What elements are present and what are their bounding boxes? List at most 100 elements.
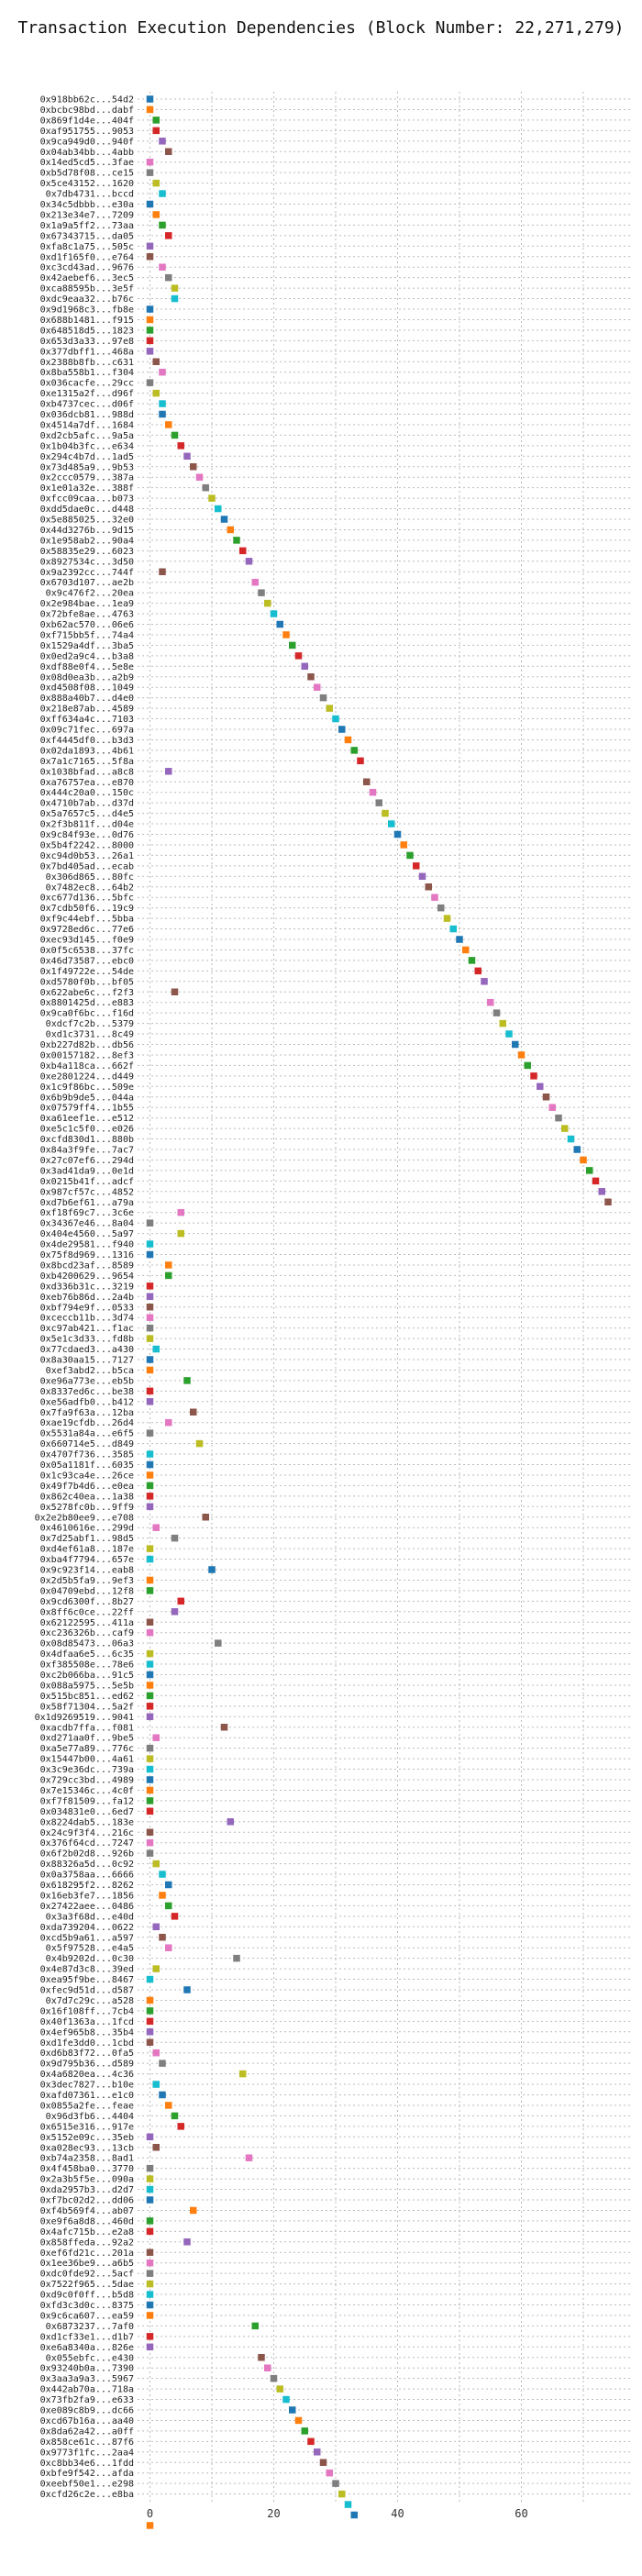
data-point bbox=[289, 641, 296, 650]
data-point bbox=[146, 1692, 154, 1700]
transaction-label: 0x16eb3fe7...1856 bbox=[40, 1891, 134, 1901]
transaction-label: 0x4b9202d...0c30 bbox=[46, 1954, 134, 1964]
transaction-label: 0xeb76b86d...2a4b bbox=[40, 1293, 134, 1303]
data-point bbox=[555, 1114, 562, 1122]
transaction-label: 0xe56adfb0...b412 bbox=[40, 1397, 134, 1407]
data-point bbox=[146, 1765, 154, 1773]
x-tick-label: 0 bbox=[147, 2507, 153, 2520]
data-point bbox=[443, 915, 451, 922]
data-point bbox=[264, 599, 271, 607]
transaction-label: 0x7482ec8...64b2 bbox=[46, 883, 134, 893]
data-point bbox=[146, 253, 154, 261]
transaction-label: 0xb5d78f08...ce15 bbox=[40, 169, 134, 179]
data-point bbox=[332, 2480, 339, 2487]
data-point bbox=[146, 2301, 154, 2309]
data-point bbox=[146, 1429, 154, 1437]
transaction-label: 0xd336b31c...3219 bbox=[40, 1282, 134, 1292]
data-point bbox=[146, 1314, 154, 1321]
data-point bbox=[239, 547, 247, 555]
data-point bbox=[146, 337, 154, 345]
transaction-label: 0x58f71304...5a2f bbox=[40, 1702, 134, 1712]
data-point bbox=[183, 1986, 191, 1993]
data-point bbox=[146, 95, 154, 103]
data-point bbox=[276, 2385, 283, 2393]
transaction-label: 0x5e1c3d33...fd8b bbox=[40, 1335, 134, 1345]
transaction-label: 0xc97ab421...f1ac bbox=[40, 1324, 134, 1334]
transaction-label: 0xc236326b...caf9 bbox=[40, 1628, 134, 1638]
data-point bbox=[400, 841, 407, 849]
transaction-label: 0x1d9269519...9041 bbox=[35, 1713, 134, 1723]
data-point bbox=[350, 747, 358, 754]
data-point bbox=[561, 1125, 569, 1132]
data-point bbox=[146, 200, 154, 208]
data-point bbox=[326, 2469, 333, 2477]
transaction-label: 0x27422aee...0486 bbox=[40, 1902, 134, 1912]
data-point bbox=[171, 1913, 179, 1920]
transaction-label: 0x73fb2fa9...e633 bbox=[40, 2395, 134, 2405]
transaction-label: 0x96d3fb6...4404 bbox=[46, 2112, 134, 2122]
data-point bbox=[406, 851, 414, 860]
transaction-label: 0xff634a4c...7103 bbox=[40, 715, 134, 725]
data-point bbox=[183, 452, 191, 461]
transaction-label: 0x3aa3a9a3...5967 bbox=[40, 2374, 134, 2384]
data-point bbox=[449, 925, 457, 933]
data-point bbox=[146, 2017, 154, 2026]
data-point bbox=[413, 862, 420, 870]
data-point bbox=[165, 1271, 172, 1280]
transaction-label: 0x7d7c29c...a528 bbox=[46, 1996, 134, 2006]
data-point bbox=[165, 232, 172, 239]
data-point bbox=[146, 1828, 154, 1836]
data-point bbox=[171, 431, 179, 439]
data-point bbox=[152, 1860, 160, 1868]
transaction-label: 0x04ab34bb...4abb bbox=[40, 148, 134, 158]
data-point bbox=[146, 2196, 154, 2204]
data-point bbox=[493, 1009, 501, 1016]
transaction-label: 0xd1c3731...8c49 bbox=[46, 1030, 134, 1040]
data-point bbox=[369, 788, 377, 796]
transaction-label: 0x34367e46...8a04 bbox=[40, 1219, 134, 1229]
transaction-label: 0xb4a118ca...662f bbox=[40, 1061, 134, 1071]
data-point bbox=[165, 1418, 172, 1427]
data-point bbox=[294, 652, 303, 660]
transaction-label: 0x5a7657c5...d4e5 bbox=[40, 809, 134, 819]
data-point bbox=[393, 830, 402, 838]
data-point bbox=[146, 2248, 154, 2256]
data-point bbox=[165, 1261, 172, 1269]
data-point bbox=[208, 494, 216, 502]
data-point bbox=[146, 1250, 154, 1259]
transaction-label: 0x7fa9f63a...12ba bbox=[40, 1408, 134, 1418]
transaction-label: 0xd1cf33e1...d1b7 bbox=[40, 2332, 134, 2342]
transaction-label: 0x6f2b02d8...926b bbox=[40, 1849, 134, 1860]
data-point bbox=[159, 568, 166, 575]
transaction-label: 0x8da62a42...a0ff bbox=[40, 2426, 134, 2437]
data-point bbox=[146, 1649, 154, 1658]
data-point bbox=[146, 1324, 154, 1332]
data-point bbox=[146, 1797, 154, 1804]
data-point bbox=[146, 1671, 154, 1679]
data-point bbox=[190, 1408, 197, 1416]
transaction-label: 0x6515e316...917e bbox=[40, 2122, 134, 2132]
transaction-label: 0x05a1181f...6035 bbox=[40, 1460, 134, 1471]
transaction-label: 0x44d3276b...9d15 bbox=[40, 526, 134, 536]
transaction-label: 0xa5e77a89...776c bbox=[40, 1744, 134, 1754]
transaction-label: 0x9773f1fc...2aa4 bbox=[40, 2448, 134, 2458]
data-point bbox=[177, 2123, 184, 2130]
transaction-label: 0x862c40ea...1a38 bbox=[40, 1492, 134, 1502]
transaction-label: 0x9d1968c3...fb8e bbox=[40, 305, 134, 316]
data-point bbox=[146, 1366, 154, 1374]
transaction-label: 0x07579ff4...1b55 bbox=[40, 1104, 134, 1114]
transaction-label: 0x888a40b7...d4e0 bbox=[40, 694, 134, 704]
transaction-label: 0x2d5b5fa9...9ef3 bbox=[40, 1576, 134, 1586]
transaction-label: 0xd1f165f0...e764 bbox=[40, 252, 134, 262]
transaction-label: 0x213e34e7...7209 bbox=[40, 210, 134, 220]
transaction-label: 0x294c4b7d...1ad5 bbox=[40, 452, 134, 462]
data-point bbox=[146, 1618, 154, 1626]
data-point bbox=[146, 305, 154, 313]
transaction-label: 0x377dbff1...468a bbox=[40, 347, 134, 357]
transaction-label: 0x9728ed6c...77e6 bbox=[40, 925, 134, 935]
data-point bbox=[165, 1881, 172, 1889]
transaction-label: 0xd4ef61a8...187e bbox=[40, 1545, 134, 1555]
transaction-label: 0x4707f736...3585 bbox=[40, 1450, 134, 1460]
data-point bbox=[220, 516, 228, 523]
data-point bbox=[146, 2522, 154, 2529]
